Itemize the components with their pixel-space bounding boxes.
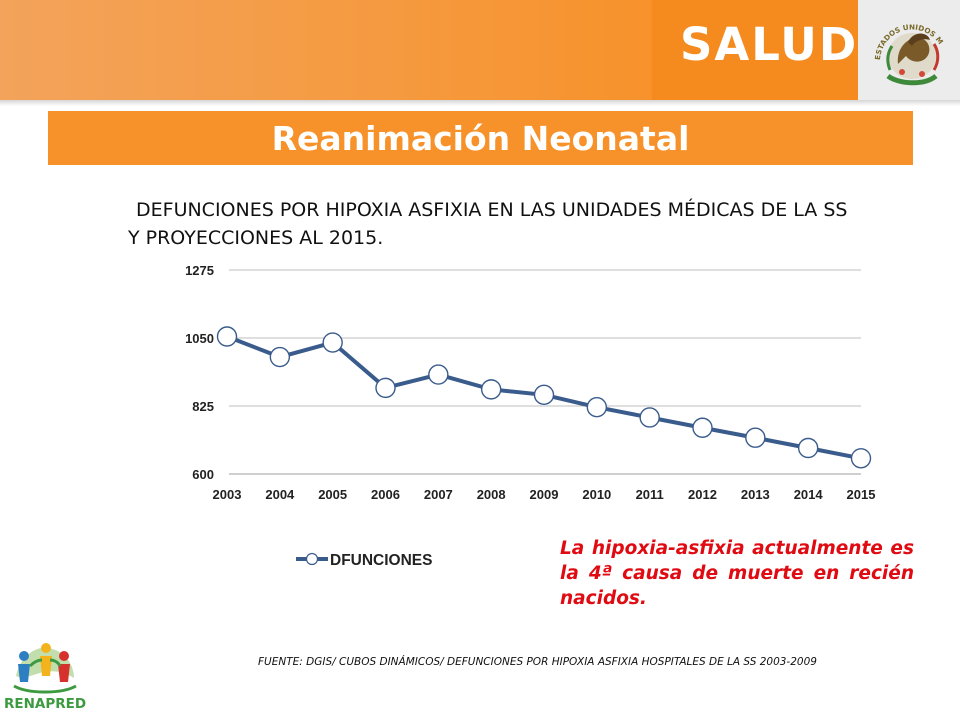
data-point [586,397,608,418]
y-tick-label: 825 [192,399,214,414]
page-title: Reanimación Neonatal [271,119,690,158]
legend-marker [305,552,319,566]
y-tick-label: 1275 [185,263,214,278]
x-axis-ticks: 2003 2004 2005 2006 2007 2008 2009 2010 2011 2012… [213,487,876,502]
seal-icon: ESTADOS UNIDOS MEXICANOS [855,0,945,86]
data-point [850,448,872,469]
x-tick-label: 2007 [424,487,453,502]
x-tick-label: 2010 [582,487,611,502]
x-tick-label: 2005 [318,487,347,502]
series-dfunciones [216,326,872,469]
salud-brand-text: SALUD [680,18,859,71]
title-bar: Reanimación Neonatal [48,111,913,165]
chart-gridlines [229,269,861,475]
x-tick-label: 2006 [371,487,400,502]
data-point [745,427,766,448]
x-tick-label: 2014 [794,487,824,502]
mexico-coat-of-arms-seal: ESTADOS UNIDOS MEXICANOS [855,0,960,100]
data-point [533,384,555,406]
x-tick-label: 2003 [213,487,242,502]
renapred-logo: RENAPRED [4,636,86,716]
data-point [375,377,396,399]
header-shadow [0,100,960,106]
data-point [216,326,238,347]
data-point [639,407,660,428]
y-tick-label: 1050 [185,331,214,346]
y-axis-ticks: 600 825 1050 1275 [185,263,214,482]
x-tick-label: 2008 [477,487,506,502]
x-tick-label: 2009 [530,487,559,502]
renapred-logo-text: RENAPRED [4,696,87,712]
legend-label: DFUNCIONES [330,552,432,569]
x-tick-label: 2013 [741,487,770,502]
data-point [269,346,291,368]
source-citation: FUENTE: DGIS/ CUBOS DINÁMICOS/ DEFUNCION… [258,656,817,668]
x-tick-label: 2015 [847,487,876,502]
x-tick-label: 2011 [636,487,664,502]
y-tick-label: 600 [192,467,214,482]
x-tick-label: 2012 [688,487,717,502]
chart-legend: DFUNCIONES [296,552,432,569]
x-tick-label: 2004 [265,487,295,502]
highlight-note: La hipoxia-asfixia actualmente es la 4ª … [560,538,914,609]
data-point [797,437,819,459]
salud-brand-block [652,0,858,100]
data-point [428,364,449,385]
data-point [692,417,713,438]
renapred-logo-icon [13,643,77,694]
chart-subtitle: DEFUNCIONES POR HIPOXIA ASFIXIA EN LAS U… [128,199,848,249]
data-point [322,332,343,353]
data-point [480,379,502,400]
